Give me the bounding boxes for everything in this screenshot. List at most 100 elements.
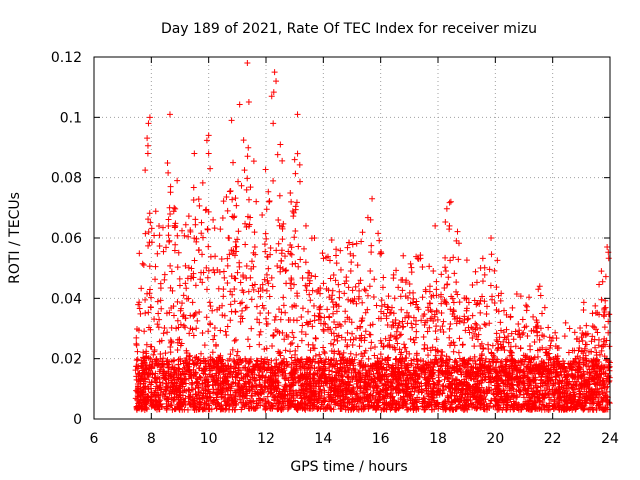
data-point [570,361,577,368]
data-point [299,401,306,408]
data-point [142,167,149,174]
data-point [439,352,446,359]
data-point [471,405,478,412]
data-point [205,243,212,250]
data-point [507,313,514,320]
data-point [134,365,141,372]
data-point [155,310,162,317]
data-point [252,362,259,369]
data-point [399,400,406,407]
data-point [225,382,232,389]
data-point [137,310,144,317]
data-point [579,330,586,337]
data-point [329,376,336,383]
data-point [337,374,344,381]
data-point [408,391,415,398]
data-point [247,184,254,191]
data-point [596,311,603,318]
data-point [243,186,250,193]
data-point [328,236,335,243]
data-point [179,300,186,307]
data-point [176,406,183,413]
data-point [492,402,499,409]
data-point [160,374,167,381]
data-point [486,266,493,273]
data-point [409,395,416,402]
data-point [235,228,242,235]
data-point [310,302,317,309]
data-point [155,324,162,331]
data-point [322,321,329,328]
data-point [543,366,550,373]
data-point [462,386,469,393]
data-point [427,300,434,307]
data-point [217,352,224,359]
data-point [566,325,573,332]
data-point [437,326,444,333]
data-point [374,389,381,396]
data-point [367,345,374,352]
data-point [484,388,491,395]
data-point [167,344,174,351]
data-point [377,351,384,358]
data-point [244,175,251,182]
data-point [274,328,281,335]
data-point [433,307,440,314]
data-point [293,199,300,206]
data-point [297,404,304,411]
data-point [317,314,324,321]
data-point [424,304,431,311]
data-point [209,382,216,389]
data-point [525,375,532,382]
data-point [187,312,194,319]
data-point [435,405,442,412]
data-point [345,396,352,403]
data-point [293,388,300,395]
data-point [483,311,490,318]
data-point [227,301,234,308]
data-point [186,330,193,337]
data-point [312,335,319,342]
data-point [378,308,385,315]
data-point [353,300,360,307]
data-point [344,343,351,350]
data-point [469,312,476,319]
data-point [279,225,286,232]
data-point [361,334,368,341]
data-point [350,298,357,305]
data-point [278,404,285,411]
data-point [595,342,602,349]
data-point [380,364,387,371]
data-point [470,401,477,408]
data-point [310,375,317,382]
data-point [283,267,290,274]
data-point [245,288,252,295]
data-point [578,375,585,382]
data-point [320,405,327,412]
data-point [291,234,298,241]
data-point [341,290,348,297]
data-point [477,395,484,402]
data-point [344,329,351,336]
data-point [464,391,471,398]
data-point [509,304,516,311]
data-point [273,247,280,254]
data-point [177,307,184,314]
data-point [567,405,574,412]
data-point [312,273,319,280]
data-point [207,321,214,328]
data-point [413,328,420,335]
data-point [334,337,341,344]
data-point [314,378,321,385]
data-point [450,308,457,315]
data-point [489,374,496,381]
data-point [497,319,504,326]
data-point [217,388,224,395]
data-point [265,310,272,317]
data-point [379,386,386,393]
data-point [503,363,510,370]
data-point [251,281,258,288]
data-point [426,378,433,385]
data-point [449,364,456,371]
data-point [464,316,471,323]
